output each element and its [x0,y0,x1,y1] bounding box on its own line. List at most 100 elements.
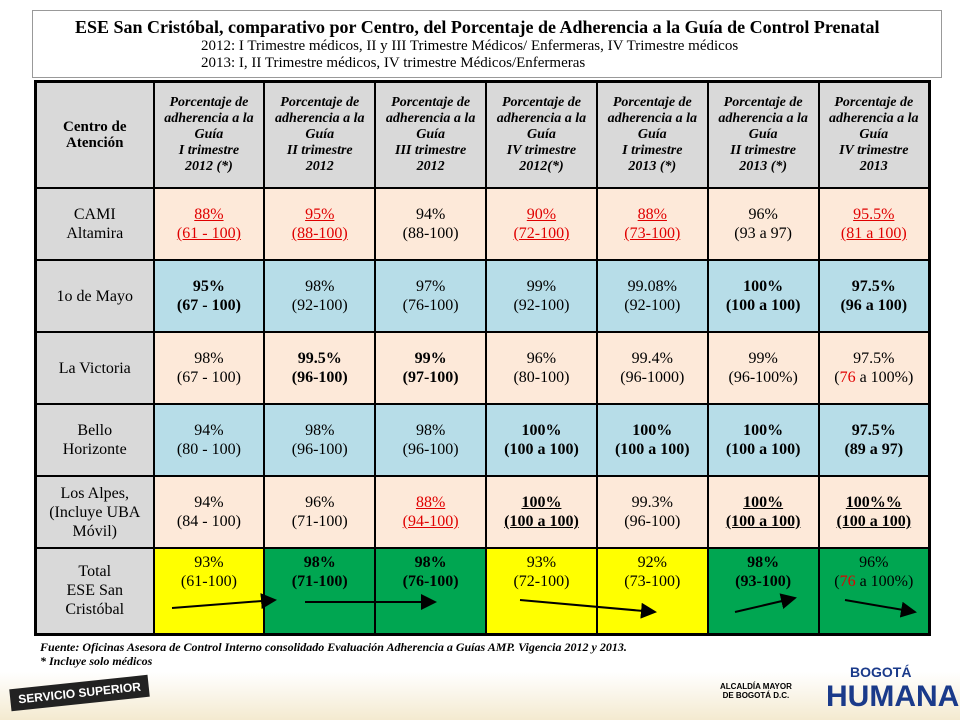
cell-text: 96% (93 a 97) [709,205,818,243]
value-cell: 100% (100 a 100) [706,259,820,333]
value-cell: 95% (67 - 100) [152,259,266,333]
value-cell: 99% (96-100%) [706,331,820,405]
cell-text: 97.5% (89 a 97) [820,421,928,459]
center-line: Cristóbal [65,601,125,619]
cell-text: 93% (61-100) [155,553,264,591]
range: (80 - 100) [176,441,241,458]
header-line: 2012(*) [519,159,564,174]
logo-text: ALCALDÍA MAYOR [720,682,792,691]
range: (94-100) [402,513,459,530]
range: (61-100) [180,573,237,590]
range-part: 76 [839,369,856,386]
value-cell: 88% (61 - 100) [152,187,266,261]
cell-text: 98% (67 - 100) [155,349,264,387]
value-cell: 100% (100 a 100) [706,403,820,477]
value-cell: 98% (96-100) [374,403,488,477]
cell-text: 100% (100 a 100) [487,493,596,531]
center-line: Total [78,563,112,581]
percentage: 92% [637,554,667,571]
percentage: 99.5% [297,350,342,367]
cell-text: 99.4% (96-1000) [598,349,707,387]
range-part: ( [834,573,840,590]
footer: Fuente: Oficinas Asesora de Control Inte… [40,640,627,668]
range: (73-100) [624,573,681,590]
percentage: 93% [526,554,557,571]
table-row: La Victoria 98% (67 - 100) 99.5% (96-100) 99%… [34,331,931,405]
percentage: 98% [415,422,446,439]
percentage: 99% [414,350,447,367]
header-line: Porcentaje de [280,95,360,110]
cell-text: 99% (92-100) [487,277,596,315]
cell-text: 99% (97-100) [376,349,485,387]
header-line: Porcentaje de [501,95,581,110]
cell-text: 100%% (100 a 100) [820,493,928,531]
value-cell: 94% (88-100) [374,187,488,261]
range: (67 - 100) [176,369,241,386]
cell-text: 98% (96-100) [376,421,485,459]
range: (100 a 100) [614,441,690,458]
center-name: CAMI Altamira [34,187,155,261]
header-line: I trimestre [622,143,683,158]
value-cell: 97% (76-100) [374,259,488,333]
range: (92-100) [513,297,570,314]
column-header: Centro de Atención [34,80,155,189]
value-cell: 100% (100 a 100) [485,403,598,477]
header-line: adherencia a la [275,111,365,126]
value-cell: 100%% (100 a 100) [817,475,931,549]
range: (96-100) [624,513,681,530]
header-line: I trimestre [178,143,240,158]
value-cell: 99.5% (96-100) [263,331,377,405]
header-line: adherencia a la [164,111,254,126]
header-line: Guía [637,127,667,142]
cell-text: 95% (88-100) [265,205,374,243]
value-cell: 98% (92-100) [263,259,377,333]
value-cell: 98% (93-100) [706,547,820,635]
cell-text: 88% (73-100) [598,205,707,243]
cell-text: 100% (100 a 100) [487,421,596,459]
value-cell: 100% (100 a 100) [485,475,598,549]
cell-text: 88% (61 - 100) [155,205,264,243]
percentage: 95% [192,278,225,295]
header-line: adherencia a la [718,111,808,126]
center-line: Altamira [66,225,124,242]
table-row: Los Alpes, (Incluye UBA Móvil) 94% (84 - 100… [34,475,931,549]
cell-text: 99.5% (96-100) [265,349,374,387]
center-line: Los Alpes, [60,484,129,502]
range: (96-1000) [620,369,685,386]
cell-text: 99.08% (92-100) [598,277,707,315]
range: (92-100) [291,297,348,314]
value-cell: 90% (72-100) [485,187,598,261]
cell-text: 98% (76-100) [376,553,485,591]
percentage: 88% [415,494,446,511]
percentage: 98% [303,554,336,571]
value-cell: 99.08% (92-100) [595,259,709,333]
percentage: 94% [415,206,446,223]
center-name: Bello Horizonte [34,403,155,477]
percentage: 99.4% [631,350,673,367]
value-cell: 93% (61-100) [152,547,266,635]
logo-bogota: BOGOTÁ [850,664,912,680]
header-line: Porcentaje de [612,95,692,110]
cell-text: 93% (72-100) [487,553,596,591]
header-line: adherencia a la [829,111,919,126]
table-row: Bello Horizonte 94% (80 - 100) 98% (96-100) 98… [34,403,931,477]
center-name: 1o de Mayo [34,259,155,333]
range: (100 a 100) [836,513,912,530]
percentage: 100% [521,494,562,511]
percentage: 95% [305,206,335,223]
center-line: (Incluye UBA [49,503,141,521]
value-cell: 98% (67 - 100) [152,331,266,405]
range: (96 a 100) [840,297,908,314]
header-line: adherencia a la [607,111,698,126]
value-cell: 98% (71-100) [263,547,377,635]
header-line: 2013 [859,159,888,174]
percentage: 100% [743,494,784,511]
percentage: 88% [194,206,224,223]
center-line: CAMI [73,206,116,223]
range: (100 a 100) [504,513,579,530]
percentage: 100% [743,422,784,439]
header-line: 2012 (*) [185,159,233,174]
center-line: Móvil) [72,522,117,540]
header-line: 2013 (*) [628,159,677,174]
cell-text: 100% (100 a 100) [709,277,818,315]
